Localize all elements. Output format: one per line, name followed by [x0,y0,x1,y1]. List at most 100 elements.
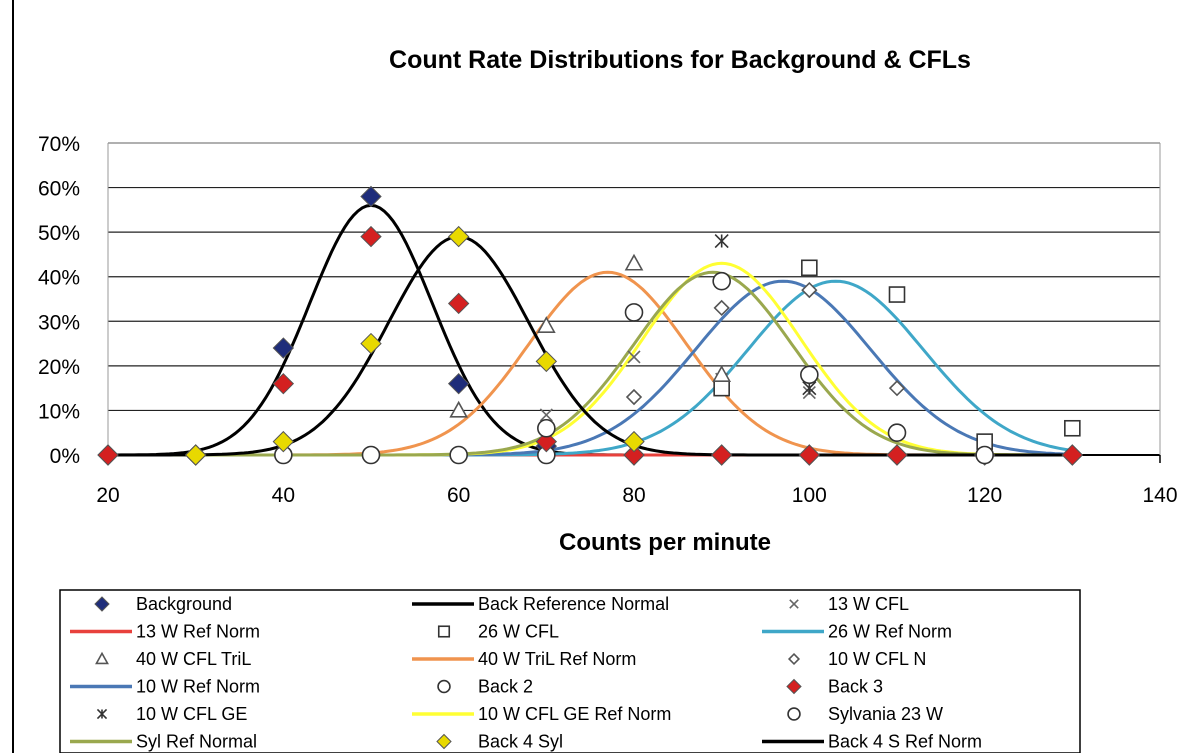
marker-shape [800,365,819,385]
data-point [887,423,907,443]
marker-shape [449,400,469,418]
legend-item: 13 W CFL [789,594,909,614]
marker-shape [888,380,906,397]
marker-shape [447,225,470,248]
legend-label: 40 W TriL Ref Norm [478,649,636,669]
data-point [360,185,382,208]
marker-shape [360,225,382,248]
marker-shape [710,444,733,466]
data-point [710,444,733,466]
marker-shape [360,185,382,208]
legend-swatch [95,651,109,665]
x-axis-title: Counts per minute [559,529,771,556]
marker-shape [95,651,109,665]
marker-shape [798,444,821,466]
y-tick-label: 60% [38,178,80,201]
marker-shape [801,281,818,299]
legend-item: 26 W CFL [437,622,559,642]
y-tick-label: 0% [50,445,80,468]
legend-swatch [94,596,110,612]
marker-shape [627,350,641,364]
data-point [801,281,818,299]
series-line [108,270,1073,457]
marker-shape [888,286,906,303]
legend-label: Sylvania 23 W [828,704,943,724]
legend-swatch [787,652,801,666]
marker-shape [436,733,452,750]
legend-item: Back 4 Syl [436,732,563,752]
legend-label: Background [136,594,232,614]
marker-shape [787,707,801,721]
data-point [888,380,906,397]
marker-shape [272,430,295,453]
marker-shape [536,316,556,333]
marker-shape [625,388,643,406]
marker-shape [712,365,732,382]
x-tick-label: 20 [96,484,119,507]
y-tick-label: 10% [38,400,80,423]
data-point [361,445,381,465]
legend-swatch [96,708,108,720]
marker-shape [96,708,108,720]
marker-shape [714,233,729,249]
data-point [272,430,295,453]
data-point [536,316,556,333]
data-point [624,303,644,322]
legend-label: 13 W CFL [828,594,909,614]
legend-item: 10 W CFL GE [96,704,247,724]
legend-swatch [789,599,799,609]
data-point [714,233,729,249]
y-tick-label: 50% [38,222,80,245]
marker-shape [786,678,802,695]
legend-item: Sylvania 23 W [787,704,943,724]
legend-label: 40 W CFL TriL [136,649,251,669]
x-tick-label: 40 [272,484,295,507]
marker-shape [360,332,382,355]
legend-item: 40 W CFL TriL [95,649,251,669]
legend-item: Back 4 S Ref Norm [762,732,982,752]
data-point [886,444,908,466]
legend-label: Back 3 [828,677,883,697]
legend-swatch [436,733,452,750]
legend-item: Back Reference Normal [412,594,669,614]
data-point [623,444,645,466]
data-point [712,271,731,291]
data-point [97,444,119,466]
data-point [623,430,645,453]
data-point [449,445,468,465]
legend-item: 10 W CFL GE Ref Norm [412,704,671,724]
data-point [1064,419,1081,437]
series-line [108,235,1073,457]
y-tick-label: 70% [38,133,80,156]
data-point [535,350,558,373]
series-line [108,270,1073,457]
marker-shape [1061,444,1084,466]
data-point [798,444,821,466]
legend: Background Back Reference Normal 13 W CFL 1… [59,589,1081,753]
y-tick-label: 20% [38,356,80,379]
data-point [272,372,295,395]
x-tick-label: 120 [967,484,1002,507]
marker-shape [447,292,470,315]
legend-box [59,589,1081,753]
marker-shape [447,372,470,395]
plot-area: 0% 10% 20% 30% 40% 50% 60% 70% 20 40 60 80 100 120 140 [38,133,1178,507]
marker-shape [537,418,556,438]
data-point [447,225,470,248]
data-point [535,430,558,453]
series-line [108,261,1073,457]
data-point [624,253,644,271]
marker-shape [624,253,644,271]
marker-shape [437,625,451,638]
data-point [449,400,469,418]
legend-item: 26 W Ref Norm [762,622,952,642]
data-point [447,372,470,395]
legend-label: Back 4 Syl [478,732,563,752]
marker-shape [184,444,207,466]
legend-label: 10 W CFL GE Ref Norm [478,704,671,724]
chart-title: Count Rate Distributions for Background … [389,46,971,74]
legend-swatch [437,625,451,638]
legend-swatch [437,679,451,694]
x-tick-label: 140 [1142,484,1177,507]
legend-item: Back 2 [437,677,533,697]
